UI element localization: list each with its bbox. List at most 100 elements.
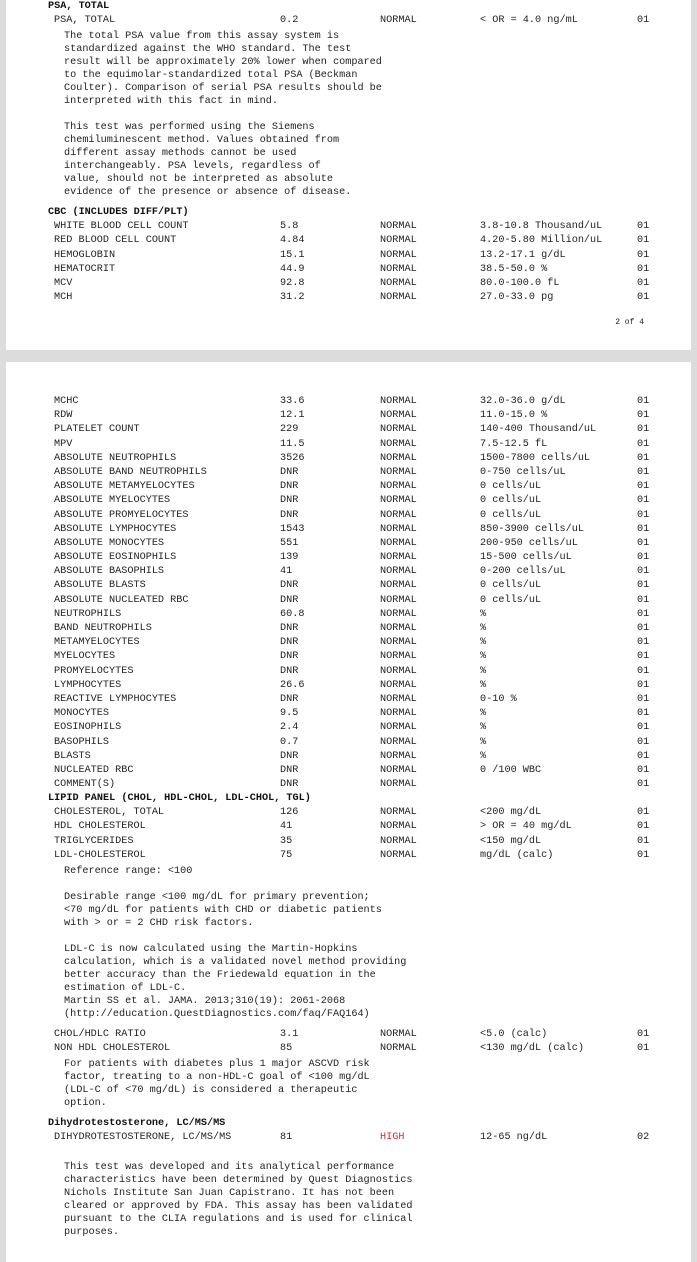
- test-name: WHITE BLOOD CELL COUNT: [54, 221, 189, 233]
- result-flag: NORMAL: [380, 623, 417, 634]
- result-flag: NORMAL: [380, 764, 417, 776]
- result-row: ABSOLUTE MYELOCYTES DNR NORMAL 0 cells/uL 01: [6, 494, 691, 508]
- comment-line: [64, 878, 691, 891]
- comment-line: Nichols Institute San Juan Capistrano. I…: [64, 1187, 395, 1199]
- lab-code: 01: [637, 665, 650, 677]
- lab-code: 01: [637, 693, 650, 705]
- comment-line: value, should not be interpreted as abso…: [64, 174, 333, 186]
- comment-line: option.: [64, 1098, 107, 1110]
- lab-code: 01: [637, 764, 650, 776]
- comment-line: with > or = 2 CHD risk factors.: [64, 918, 254, 929]
- test-name: ABSOLUTE BAND NEUTROPHILS: [54, 466, 207, 478]
- comment-line: interpreted with this fact in mind.: [64, 96, 278, 108]
- result-value: DNR: [280, 594, 299, 606]
- reference-range: 140-400 Thousand/uL: [480, 424, 597, 436]
- result-row: EOSINOPHILS 2.4 NORMAL% 01: [6, 721, 691, 735]
- test-name: METAMYELOCYTES: [54, 637, 140, 649]
- result-flag: NORMAL: [380, 466, 417, 478]
- reference-range: 7.5-12.5 fL: [480, 438, 548, 450]
- lab-code: 01: [637, 495, 650, 507]
- result-row: HDL CHOLESTEROL 41 NORMAL > OR = 40 mg/dL 01: [6, 820, 691, 834]
- result-value: 126: [280, 807, 299, 819]
- result-value: DNR: [280, 495, 299, 507]
- test-name: ABSOLUTE METAMYELOCYTES: [54, 481, 195, 493]
- reference-range: %: [480, 665, 487, 677]
- page-content: MCHC 33.6 NORMAL 32.0-36.0 g/dL 01 RDW 12.1 NOR…: [6, 395, 691, 1246]
- test-name: MCV: [54, 277, 73, 289]
- lab-code: 01: [637, 566, 650, 578]
- result-value: 81: [280, 1132, 293, 1144]
- result-row: MONOCYTES 9.5 NORMAL% 01: [6, 707, 691, 721]
- result-value: 5.8: [280, 221, 299, 233]
- comment-line: chemiluminescent method. Values obtained…: [64, 135, 340, 147]
- result-row: BAND NEUTROPHILS DNR NORMAL% 01: [6, 622, 691, 636]
- report-page-2: PSA, TOTAL PSA, TOTAL 0.2 NORMAL < OR = 4.0 …: [6, 0, 691, 350]
- page-number: 2 of 4: [615, 318, 644, 327]
- comment-line: This test was performed using the Siemen…: [64, 122, 315, 134]
- lab-code: 01: [637, 623, 650, 634]
- test-name: PLATELET COUNT: [54, 424, 140, 436]
- result-flag: NORMAL: [380, 637, 417, 649]
- result-row: REACTIVE LYMPHOCYTES DNR NORMAL 0-10 % 01: [6, 693, 691, 707]
- test-name: ABSOLUTE BLASTS: [54, 580, 146, 592]
- reference-range: < OR = 4.0 ng/mL: [480, 15, 578, 26]
- test-name: NEUTROPHILS: [54, 608, 122, 620]
- test-name: HEMATOCRIT: [54, 263, 116, 275]
- result-value: DNR: [280, 481, 299, 493]
- result-row: BASOPHILS 0.7 NORMAL% 01: [6, 736, 691, 750]
- test-name: CHOLESTEROL, TOTAL: [54, 807, 165, 819]
- test-name: BASOPHILS: [54, 736, 110, 748]
- test-name: MPV: [54, 438, 73, 450]
- comment-line: LDL-C is now calculated using the Martin…: [64, 944, 358, 955]
- comment-line: [64, 1148, 691, 1161]
- result-flag: NORMAL: [380, 552, 417, 564]
- comment-line: factor, treating to a non-HDL-C goal of …: [64, 1072, 370, 1084]
- result-row: RED BLOOD CELL COUNT 4.84 NORMAL 4.20-5.80 …: [6, 234, 691, 248]
- lab-code: 01: [637, 552, 650, 564]
- lab-code: 01: [637, 779, 650, 791]
- result-row: TRIGLYCERIDES 35 NORMAL <150 mg/dL 01: [6, 835, 691, 849]
- test-name: DIHYDROTESTOSTERONE, LC/MS/MS: [54, 1132, 232, 1144]
- test-name: ABSOLUTE MYELOCYTES: [54, 495, 171, 507]
- lab-code: 01: [637, 807, 650, 819]
- test-name: ABSOLUTE MONOCYTES: [54, 537, 165, 549]
- reference-range: 0-10 %: [480, 693, 517, 705]
- result-row: ABSOLUTE NUCLEATED RBC DNR NORMAL 0 cells/u…: [6, 594, 691, 608]
- result-value: DNR: [280, 693, 299, 705]
- result-flag: NORMAL: [380, 263, 417, 275]
- result-value: 3526: [280, 452, 305, 464]
- test-name: ABSOLUTE PROMYELOCYTES: [54, 509, 189, 521]
- result-flag: NORMAL: [380, 1043, 417, 1055]
- reference-range: %: [480, 637, 487, 649]
- result-row: MCH 31.2 NORMAL 27.0-33.0 pg 01: [6, 291, 691, 305]
- result-value: 0.7: [280, 736, 299, 748]
- comment-line: estimation of LDL-C.: [64, 983, 187, 994]
- comment-line: For patients with diabetes plus 1 major …: [64, 1059, 370, 1071]
- result-value: 41: [280, 566, 293, 578]
- result-value: 0.2: [280, 15, 299, 26]
- result-value: 11.5: [280, 438, 305, 450]
- result-value: 75: [280, 849, 293, 861]
- reference-range: 27.0-33.0 pg: [480, 292, 554, 304]
- result-row: MCV 92.8 NORMAL 80.0-100.0 fL 01: [6, 277, 691, 291]
- reference-range: %: [480, 736, 487, 748]
- reference-range: %: [480, 608, 487, 620]
- reference-range: <5.0 (calc): [480, 1029, 548, 1040]
- result-flag: NORMAL: [380, 693, 417, 705]
- lab-code: 01: [637, 509, 650, 521]
- reference-range: mg/dL (calc): [480, 849, 554, 861]
- lab-code: 01: [637, 750, 650, 762]
- lab-code: 01: [637, 580, 650, 592]
- result-flag: NORMAL: [380, 708, 417, 720]
- lab-code: 01: [637, 537, 650, 549]
- test-name: MONOCYTES: [54, 708, 110, 720]
- section-header: Dihydrotestosterone, LC/MS/MS: [48, 1118, 226, 1130]
- result-row: PROMYELOCYTES DNR NORMAL% 01: [6, 665, 691, 679]
- comment-line: characteristics have been determined by …: [64, 1174, 413, 1186]
- result-flag: NORMAL: [380, 835, 417, 847]
- reference-range: 11.0-15.0 %: [480, 410, 548, 422]
- test-name: RDW: [54, 410, 73, 422]
- test-name: PROMYELOCYTES: [54, 665, 134, 677]
- result-value: 551: [280, 537, 299, 549]
- result-value: DNR: [280, 509, 299, 521]
